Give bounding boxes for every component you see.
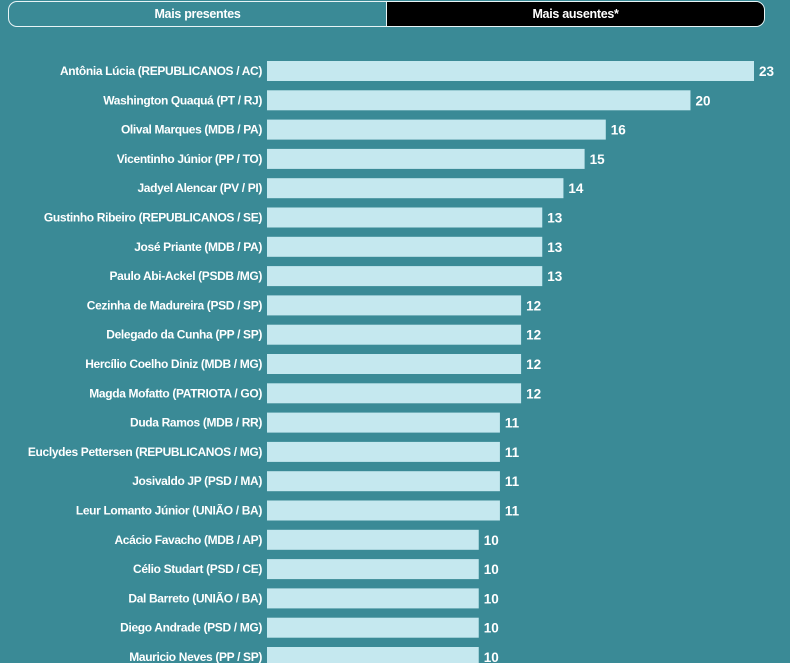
bar[interactable] — [267, 529, 479, 550]
bar-row: Olival Marques (MDB / PA) 16 — [121, 119, 627, 140]
bar-row: José Priante (MDB / PA) 13 — [134, 236, 563, 257]
value-label: 13 — [547, 240, 563, 255]
category-label: Euclydes Pettersen (REPUBLICANOS / MG) — [28, 445, 262, 459]
value-label: 11 — [505, 416, 520, 431]
bar-row: Gustinho Ribeiro (REPUBLICANOS / SE) 13 — [44, 207, 563, 228]
bar[interactable] — [267, 119, 606, 140]
bar[interactable] — [267, 354, 522, 374]
value-label: 12 — [526, 386, 541, 401]
value-label: 23 — [759, 64, 775, 79]
bar[interactable] — [267, 647, 479, 663]
value-label: 13 — [547, 211, 563, 226]
bar-row: Mauricio Neves (PP / SP) 10 — [129, 647, 499, 663]
bar[interactable] — [267, 383, 522, 404]
category-label: Magda Mofatto (PATRIOTA / GO) — [89, 386, 262, 400]
value-label: 12 — [526, 357, 541, 372]
category-label: Dal Barreto (UNIÃO / BA) — [128, 590, 262, 605]
bar[interactable] — [267, 295, 522, 316]
bar[interactable] — [267, 412, 500, 433]
category-label: Célio Studart (PSD / CE) — [133, 562, 262, 576]
tab-bar: Mais presentes Mais ausentes* — [8, 1, 765, 27]
bar-row: Vicentinho Júnior (PP / TO) 15 — [117, 148, 606, 169]
bar[interactable] — [267, 178, 564, 199]
bar[interactable] — [267, 266, 543, 287]
value-label: 11 — [505, 504, 520, 519]
value-label: 10 — [484, 621, 499, 636]
bar[interactable] — [267, 559, 479, 580]
value-label: 11 — [505, 474, 520, 489]
tab-mais-presentes[interactable]: Mais presentes — [154, 7, 241, 21]
value-label: 11 — [505, 445, 520, 460]
bar-row: Hercílio Coelho Diniz (MDB / MG) 12 — [85, 354, 541, 374]
bar-row: Paulo Abi-Ackel (PSDB /MG) 13 — [110, 266, 563, 287]
bar-row: Delegado da Cunha (PP / SP) 12 — [106, 324, 541, 345]
bar-row: Antônia Lúcia (REPUBLICANOS / AC) 23 — [60, 61, 775, 81]
category-label: Duda Ramos (MDB / RR) — [130, 416, 262, 430]
category-label: Washington Quaquá (PT / RJ) — [103, 93, 262, 107]
category-label: Diego Andrade (PSD / MG) — [120, 621, 262, 635]
category-label: Gustinho Ribeiro (REPUBLICANOS / SE) — [44, 211, 262, 225]
category-label: José Priante (MDB / PA) — [134, 240, 262, 254]
bar[interactable] — [267, 617, 479, 638]
bar-row: Cezinha de Madureira (PSD / SP) 12 — [87, 295, 541, 316]
value-label: 14 — [568, 181, 584, 196]
value-label: 16 — [611, 123, 627, 138]
value-label: 10 — [484, 591, 499, 606]
bar-row: Josivaldo JP (PSD / MA) 11 — [132, 471, 520, 492]
value-label: 12 — [526, 298, 541, 313]
bar-row: Duda Ramos (MDB / RR) 11 — [130, 412, 520, 433]
bar[interactable] — [267, 61, 754, 81]
category-label: Paulo Abi-Ackel (PSDB /MG) — [110, 269, 263, 283]
category-label: Vicentinho Júnior (PP / TO) — [117, 152, 263, 166]
bar-row: Leur Lomanto Júnior (UNIÃO / BA) 11 — [76, 500, 520, 521]
bar[interactable] — [267, 236, 543, 257]
bar-row: Acácio Favacho (MDB / AP) 10 — [114, 529, 499, 550]
category-label: Josivaldo JP (PSD / MA) — [132, 474, 262, 488]
bar[interactable] — [267, 90, 691, 111]
bar-row: Célio Studart (PSD / CE) 10 — [133, 559, 499, 580]
bar-row: Dal Barreto (UNIÃO / BA) 10 — [128, 588, 499, 609]
bar[interactable] — [267, 500, 500, 521]
bar[interactable] — [267, 324, 522, 345]
value-label: 10 — [484, 650, 499, 663]
category-label: Jadyel Alencar (PV / PI) — [137, 181, 262, 195]
category-label: Acácio Favacho (MDB / AP) — [114, 533, 262, 547]
bar[interactable] — [267, 471, 500, 492]
bar[interactable] — [267, 441, 500, 462]
category-label: Cezinha de Madureira (PSD / SP) — [87, 298, 263, 312]
bar[interactable] — [267, 207, 543, 228]
category-label: Hercílio Coelho Diniz (MDB / MG) — [85, 357, 262, 371]
bar-row: Jadyel Alencar (PV / PI) 14 — [137, 178, 584, 199]
value-label: 12 — [526, 328, 541, 343]
category-label: Olival Marques (MDB / PA) — [121, 123, 262, 137]
category-label: Delegado da Cunha (PP / SP) — [106, 328, 262, 342]
tab-mais-ausentes[interactable]: Mais ausentes* — [386, 2, 764, 26]
category-label: Leur Lomanto Júnior (UNIÃO / BA) — [76, 503, 262, 518]
value-label: 15 — [590, 152, 606, 167]
bar-row: Euclydes Pettersen (REPUBLICANOS / MG) 11 — [28, 441, 520, 462]
value-label: 20 — [695, 93, 710, 108]
category-label: Antônia Lúcia (REPUBLICANOS / AC) — [60, 64, 262, 78]
bar[interactable] — [267, 148, 585, 169]
value-label: 13 — [547, 269, 563, 284]
value-label: 10 — [484, 533, 499, 548]
bar-row: Washington Quaquá (PT / RJ) 20 — [103, 90, 711, 111]
category-label: Mauricio Neves (PP / SP) — [129, 650, 262, 663]
value-label: 10 — [484, 562, 499, 577]
bar[interactable] — [267, 588, 479, 609]
bar-row: Magda Mofatto (PATRIOTA / GO) 12 — [89, 383, 541, 404]
bar-row: Diego Andrade (PSD / MG) 10 — [120, 617, 499, 638]
